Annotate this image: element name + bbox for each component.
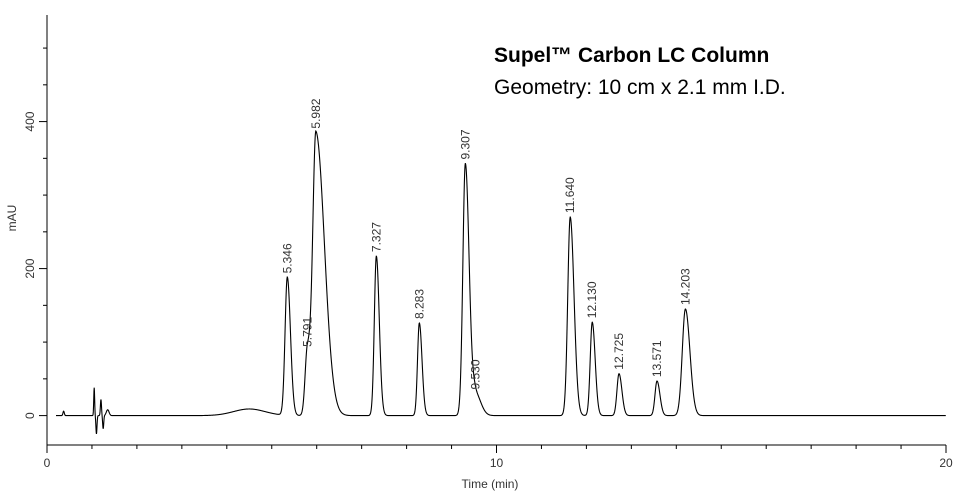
chromatogram-trace (55, 129, 946, 435)
x-tick-label: 20 (939, 456, 953, 470)
x-tick-label: 10 (490, 456, 504, 470)
peak-label: 7.327 (369, 222, 383, 252)
y-axis-title: mAU (5, 205, 19, 232)
y-tick-label: 400 (23, 111, 37, 131)
y-tick-label: 200 (23, 258, 37, 278)
peak-label: 12.130 (585, 281, 599, 318)
peak-label: 9.530 (468, 359, 482, 389)
column-geometry: Geometry: 10 cm x 2.1 mm I.D. (494, 76, 786, 99)
peak-label: 13.571 (650, 340, 664, 377)
y-tick-label: 0 (23, 412, 37, 419)
peak-label: 5.982 (309, 98, 323, 128)
peak-label: 5.791 (300, 317, 314, 347)
peak-label: 12.725 (612, 333, 626, 370)
x-axis-title: Time (min) (462, 477, 519, 491)
axis-ticks (39, 47, 947, 453)
peak-label: 8.283 (412, 289, 426, 319)
peak-labels: 5.346 5.791 5.982 7.327 8.283 9.307 9.530 11.64… (280, 98, 692, 389)
peak-label: 9.307 (458, 129, 472, 159)
peak-label: 11.640 (563, 177, 577, 213)
peak-label: 5.346 (280, 243, 294, 273)
peak-label: 14.203 (678, 268, 692, 305)
x-tick-label: 0 (44, 456, 51, 470)
column-title: Supel™ Carbon LC Column (494, 44, 770, 67)
